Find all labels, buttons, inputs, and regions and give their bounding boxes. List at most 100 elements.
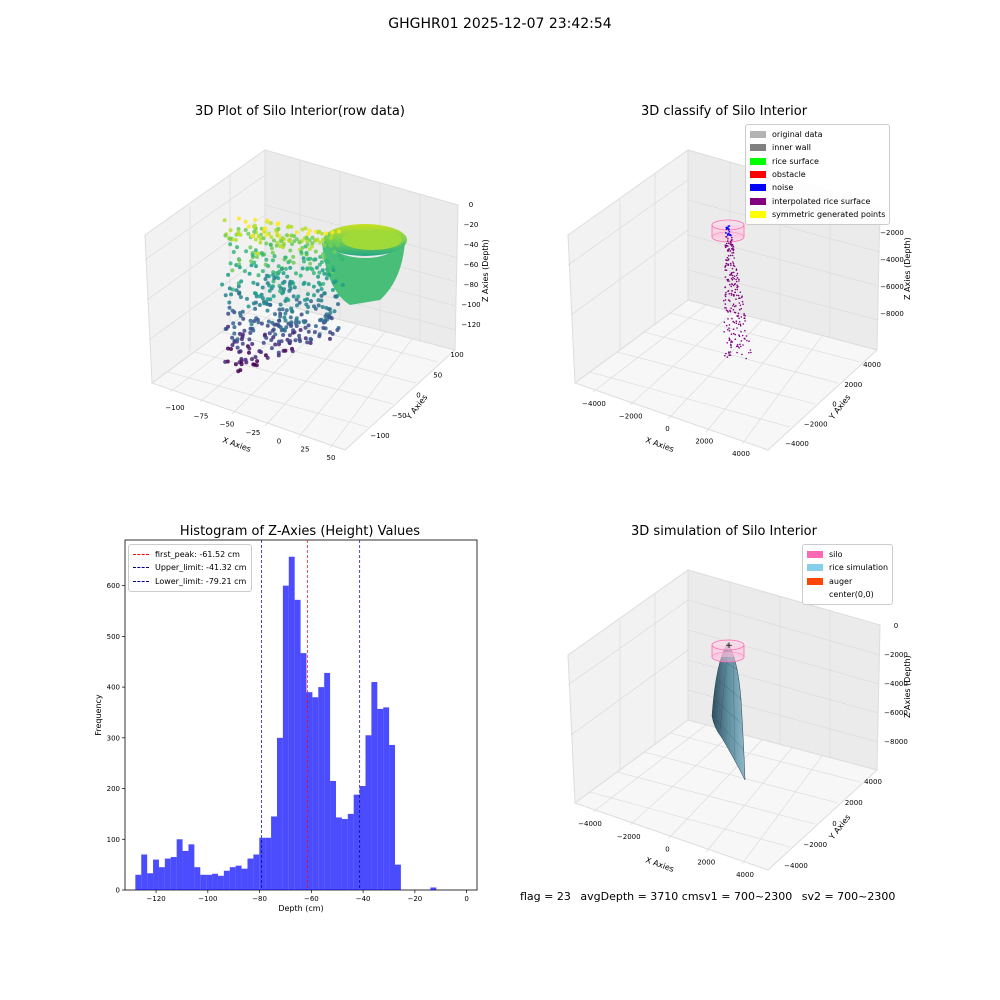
cloud-point	[326, 307, 331, 311]
legend-line-swatch	[133, 580, 149, 582]
cloud-point	[226, 346, 230, 351]
z-tick-label: −8000	[884, 738, 908, 746]
cloud-point	[294, 237, 299, 242]
histogram-bar	[188, 844, 195, 890]
cloud-point	[271, 279, 276, 284]
classified-point	[731, 236, 733, 239]
legend-label: obstacle	[772, 170, 806, 180]
cloud-point	[311, 271, 316, 276]
z-tick-label: −2000	[880, 229, 904, 237]
cloud-point	[257, 303, 262, 307]
cloud-point	[223, 359, 228, 364]
classified-point	[725, 228, 728, 230]
x-tick-label: 0	[277, 437, 281, 445]
cloud-point	[294, 271, 298, 276]
classified-point	[728, 337, 731, 340]
histogram-bar	[141, 854, 148, 890]
classified-point	[739, 324, 742, 327]
z-axis-label: Z Axies (Depth)	[481, 239, 490, 302]
classified-point	[740, 340, 743, 342]
cloud-point	[223, 293, 228, 298]
legend-line-swatch	[133, 567, 149, 569]
classified-point	[724, 299, 727, 301]
cloud-point	[283, 311, 288, 316]
cloud-point	[253, 248, 258, 253]
classified-point	[731, 252, 733, 254]
cloud-point	[271, 270, 276, 275]
cloud-point	[299, 250, 304, 254]
classified-point	[732, 332, 735, 335]
y-tick-label: 400	[107, 684, 120, 692]
cloud-point	[228, 236, 232, 241]
cloud-point	[281, 327, 286, 332]
x-tick-label: 2000	[697, 858, 715, 866]
classified-point	[724, 294, 726, 296]
z-tick-label: −4000	[880, 256, 904, 264]
classified-point	[730, 277, 733, 280]
classified-point	[734, 283, 737, 285]
classified-point	[731, 271, 733, 274]
flag-text: flag = 23	[520, 890, 571, 903]
cloud-point	[283, 318, 288, 323]
classified-point	[734, 333, 736, 336]
y-tick-label: 0	[832, 401, 836, 409]
classified-point	[732, 248, 734, 250]
cloud-point	[330, 288, 335, 292]
classified-point	[728, 280, 730, 282]
classified-point	[729, 300, 731, 302]
cloud-point	[244, 249, 249, 254]
legend-label: symmetric generated points	[772, 209, 886, 219]
classified-point	[737, 294, 740, 297]
classified-point	[727, 245, 729, 247]
legend-entry: obstacle	[750, 168, 885, 181]
cloud-point	[264, 335, 269, 340]
classified-point	[733, 278, 735, 280]
x-tick-label: −100	[198, 895, 217, 903]
classified-points	[723, 225, 752, 360]
cloud-point	[278, 325, 283, 330]
cloud-point	[253, 306, 258, 311]
grid-lines	[567, 582, 881, 865]
legend-swatch	[807, 577, 823, 585]
classified-point	[726, 356, 729, 358]
cloud-point	[301, 256, 306, 261]
cloud-point	[235, 245, 239, 250]
cloud-point	[319, 260, 324, 265]
classified-point	[733, 275, 736, 278]
cloud-point	[293, 338, 298, 343]
classified-point	[738, 308, 741, 311]
classified-point	[730, 307, 732, 310]
histogram-bar	[170, 857, 177, 890]
cloud-point	[303, 336, 308, 341]
cloud-point	[236, 216, 241, 221]
cloud-point	[267, 288, 272, 293]
legend-entry: silo	[807, 548, 888, 561]
cloud-point	[328, 310, 333, 315]
cloud-point	[265, 308, 270, 313]
cloud-point	[316, 280, 321, 285]
classified-point	[736, 294, 738, 297]
classified-point	[738, 302, 741, 304]
cloud-point	[336, 229, 341, 234]
classified-point	[728, 234, 730, 236]
cloud-point	[236, 281, 241, 286]
cloud-point	[326, 259, 331, 264]
cloud-point	[250, 357, 254, 362]
classified-point	[732, 320, 734, 323]
cloud-point	[297, 333, 302, 338]
legend-swatch	[807, 591, 823, 598]
cloud-point	[232, 325, 237, 330]
x-tick-label: 0	[665, 425, 669, 433]
legend-label: inner wall	[772, 143, 812, 153]
classified-point	[731, 341, 734, 343]
classified-point	[730, 239, 733, 242]
y-tick-label: −4000	[785, 440, 809, 448]
cloud-point	[328, 336, 332, 341]
cloud-point	[236, 369, 241, 374]
histogram-bar	[247, 858, 254, 890]
y-tick-label: 0	[116, 887, 120, 895]
histogram-axes: −120 −100 −80 −60 −40 −20 0 0 100 200 300 400 500 60…	[94, 539, 478, 913]
cloud-point	[296, 320, 301, 325]
cloud-point	[277, 339, 281, 344]
